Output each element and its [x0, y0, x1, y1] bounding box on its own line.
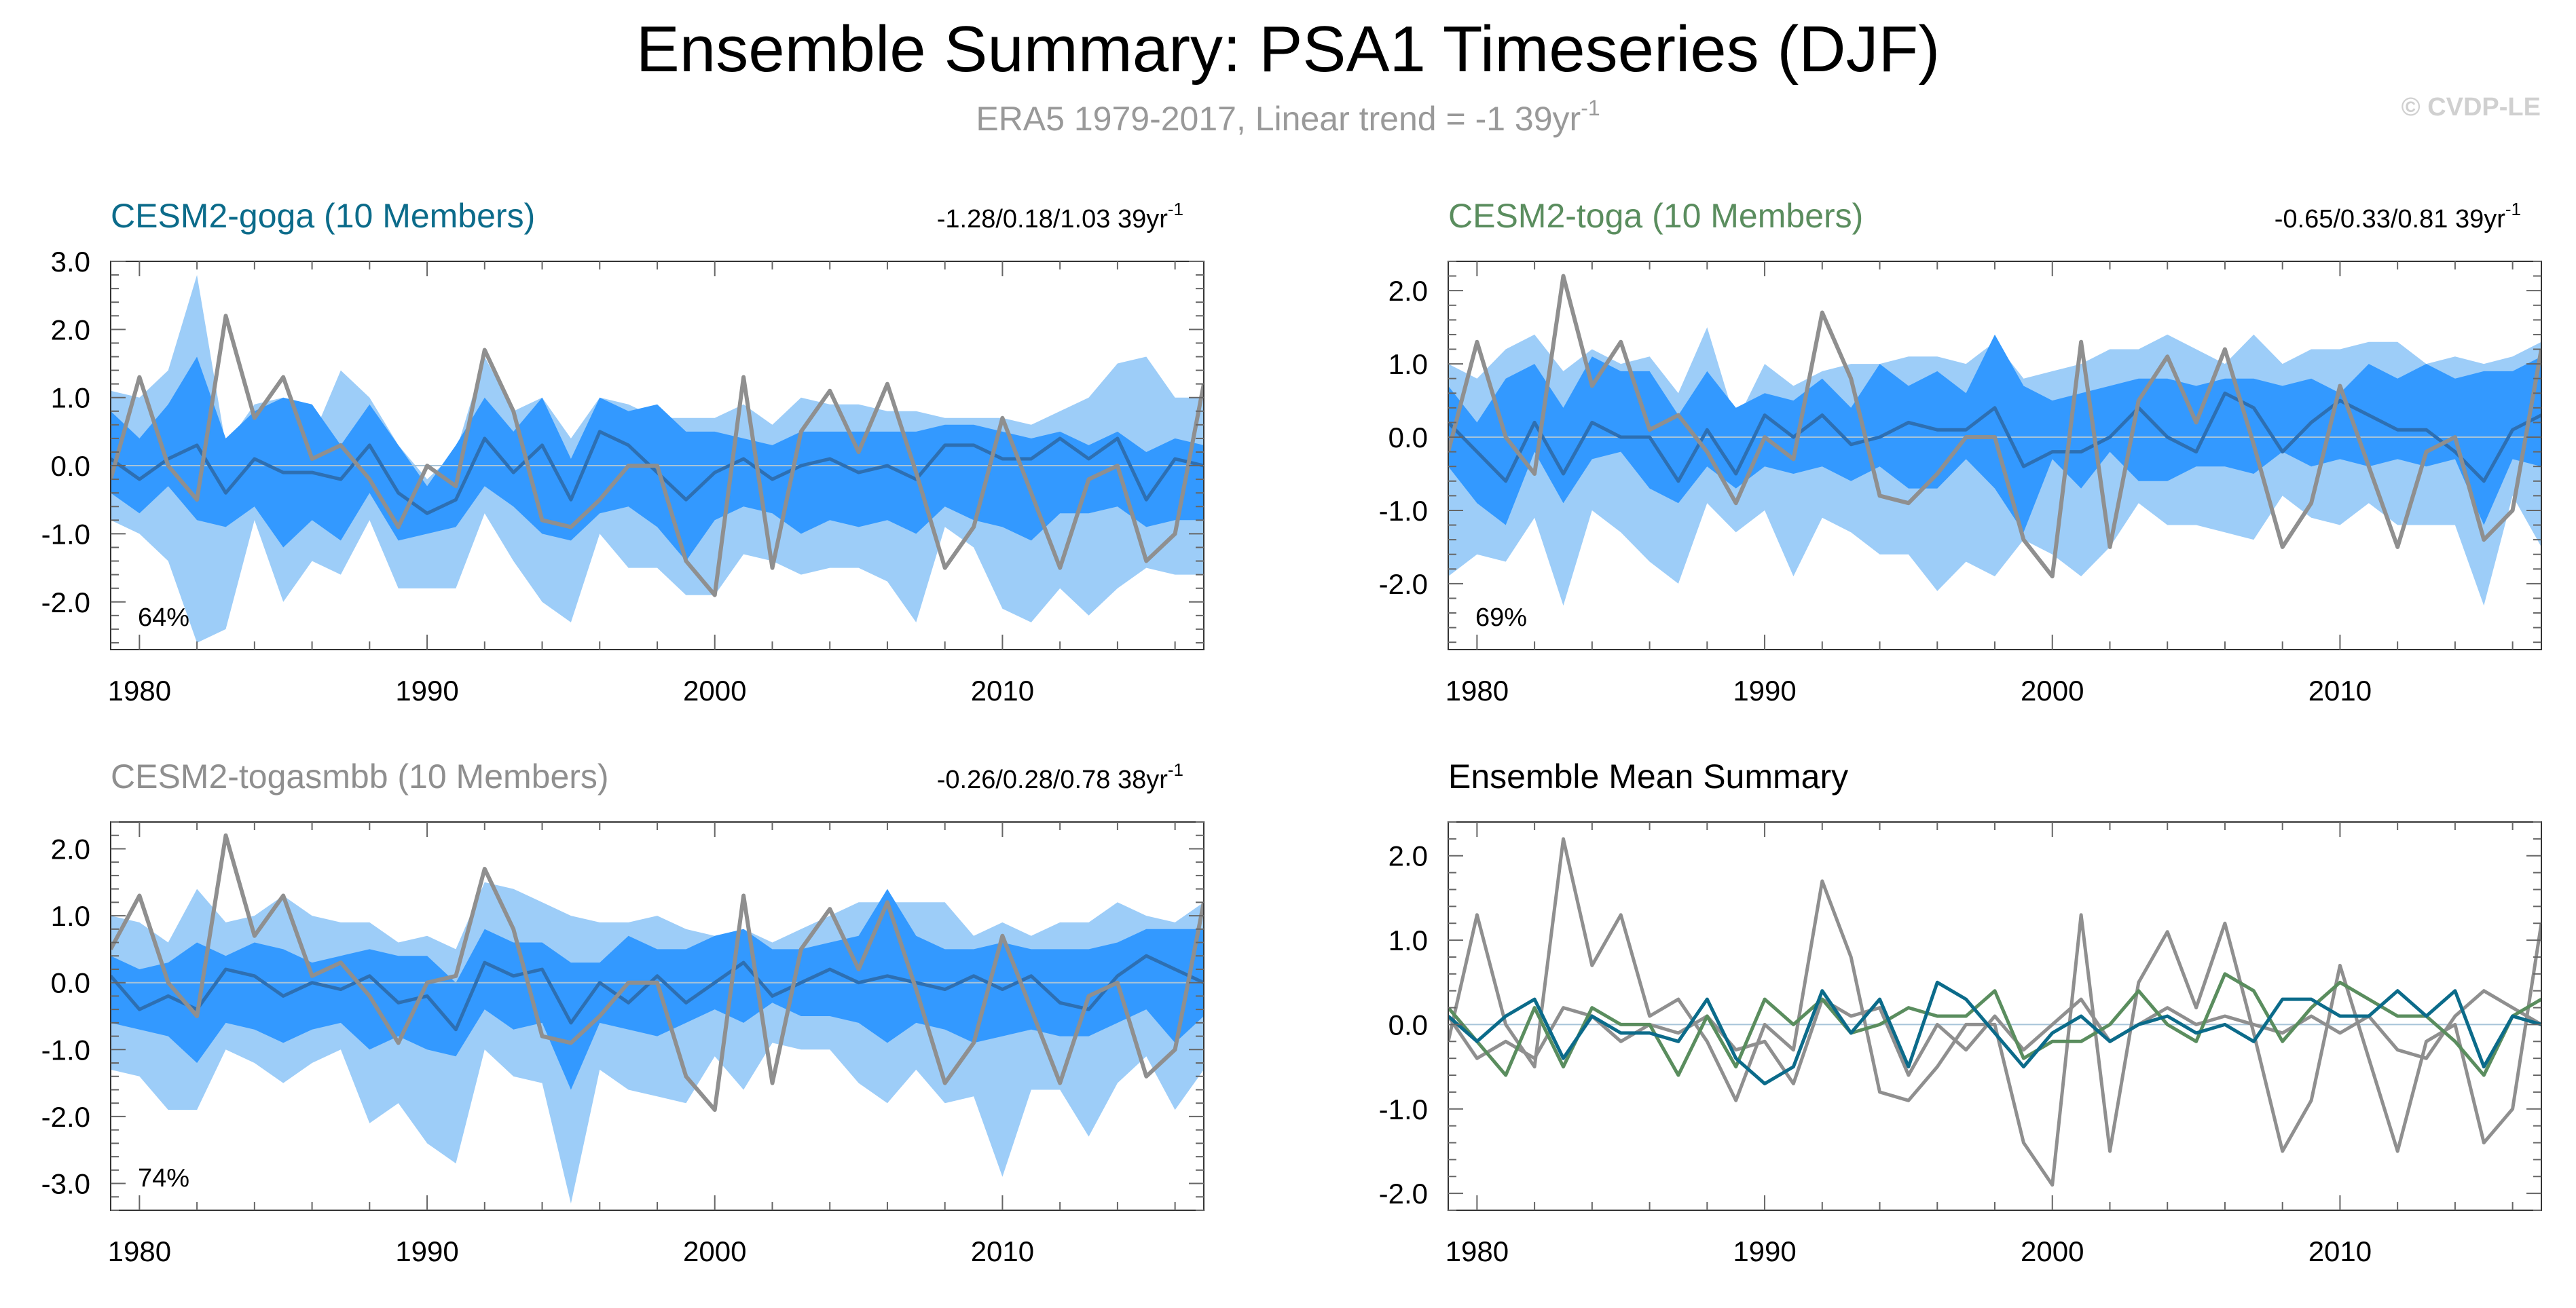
y-tick-label: 2.0 — [51, 833, 90, 865]
panel-3: -3.0 -2.0 -1.0 0.0 1.0 2.0 1980 1990 2000 2010 CES… — [41, 758, 1204, 1267]
trend-text: -0.65/0.33/0.81 39yr — [2275, 205, 2505, 233]
y-tick-label: 0.0 — [51, 967, 90, 999]
x-tick-label: 1980 — [1446, 1235, 1509, 1267]
y-tick-label: -1.0 — [41, 1034, 90, 1066]
y-tick-label: -2.0 — [1379, 568, 1428, 600]
trend-label: -0.65/0.33/0.81 39yr-1 — [2275, 199, 2521, 233]
panel-2: -2.0 -1.0 0.0 1.0 2.0 1980 1990 2000 2010 CESM2-t… — [1379, 197, 2542, 707]
x-tick-label: 2010 — [971, 1235, 1034, 1267]
y-tick-label: 0.0 — [1388, 422, 1428, 453]
figure-title: Ensemble Summary: PSA1 Timeseries (DJF) — [636, 13, 1940, 86]
x-tick-label: 2010 — [971, 675, 1034, 707]
panel-title: CESM2-goga (10 Members) — [111, 197, 535, 235]
observed-era5-line — [1448, 274, 2541, 579]
x-tick-label: 2000 — [683, 675, 746, 707]
trend-text: -1.28/0.18/1.03 39yr — [937, 205, 1168, 233]
trend-text: -0.26/0.28/0.78 38yr — [937, 766, 1168, 794]
y-tick-label: -1.0 — [1379, 1094, 1428, 1125]
panel-4: -2.0 -1.0 0.0 1.0 2.0 1980 1990 2000 2010 Ensembl… — [1379, 758, 2542, 1267]
panel-title: Ensemble Mean Summary — [1448, 758, 1848, 796]
plot-area — [1448, 837, 2541, 1187]
x-tick-label: 1990 — [395, 1235, 458, 1267]
observed-era5-line — [111, 314, 1204, 597]
x-tick-label: 1980 — [1446, 675, 1509, 707]
y-tick-label: -1.0 — [1379, 495, 1428, 527]
x-tick-label: 1990 — [1733, 675, 1796, 707]
panel-title: CESM2-toga (10 Members) — [1448, 197, 1863, 235]
y-tick-label: 1.0 — [51, 900, 90, 932]
trend-superscript: -1 — [1168, 199, 1183, 219]
y-tick-label: 1.0 — [1388, 924, 1428, 956]
trend-label: -0.26/0.28/0.78 38yr-1 — [937, 760, 1183, 794]
subtitle-text: ERA5 1979-2017, Linear trend = -1 39yr — [976, 100, 1581, 138]
x-tick-label: 2010 — [2308, 1235, 2372, 1267]
series-line-cesm2-togasmbb — [1448, 989, 2541, 1085]
percent-label: 74% — [138, 1164, 189, 1193]
trend-label: -1.28/0.18/1.03 39yr-1 — [937, 199, 1183, 233]
series-line-cesm2-goga — [1448, 980, 2541, 1085]
x-tick-label: 2000 — [2021, 1235, 2084, 1267]
panels: -2.0 -1.0 0.0 1.0 2.0 3.0 1980 1990 2000 2010 CESM… — [41, 197, 2542, 1267]
watermark: © CVDP-LE — [2402, 93, 2541, 122]
y-tick-label: 2.0 — [1388, 840, 1428, 872]
x-tick-label: 1990 — [1733, 1235, 1796, 1267]
outer-spread-band — [111, 882, 1204, 1204]
inner-spread-band — [1448, 334, 2541, 533]
percent-label: 69% — [1475, 603, 1527, 632]
y-tick-label: 0.0 — [1388, 1009, 1428, 1041]
plot-area — [111, 833, 1204, 1204]
y-tick-label: 2.0 — [1388, 275, 1428, 307]
observed-era5-line — [111, 833, 1204, 1113]
series-line-cesm2-toga — [1448, 972, 2541, 1077]
y-tick-label: 2.0 — [51, 314, 90, 345]
figure-subtitle: ERA5 1979-2017, Linear trend = -1 39yr-1 — [976, 96, 1600, 138]
y-tick-label: -3.0 — [41, 1168, 90, 1200]
y-tick-label: 1.0 — [1388, 348, 1428, 380]
y-tick-label: -2.0 — [41, 1101, 90, 1133]
percent-label: 64% — [138, 603, 189, 632]
panel-title: CESM2-togasmbb (10 Members) — [111, 758, 609, 796]
trend-superscript: -1 — [2505, 199, 2521, 219]
y-tick-label: 1.0 — [51, 382, 90, 414]
y-tick-label: -2.0 — [1379, 1178, 1428, 1210]
y-tick-label: -2.0 — [41, 586, 90, 618]
y-tick-label: 3.0 — [51, 246, 90, 278]
x-tick-label: 2000 — [2021, 675, 2084, 707]
plot-area — [111, 275, 1204, 643]
subtitle-superscript: -1 — [1581, 96, 1600, 120]
x-tick-label: 2010 — [2308, 675, 2372, 707]
x-tick-label: 1980 — [108, 675, 171, 707]
x-tick-label: 1990 — [395, 675, 458, 707]
ensemble-mean-line — [1448, 391, 2541, 483]
series-line-era5 — [1448, 837, 2541, 1187]
x-tick-label: 1980 — [108, 1235, 171, 1267]
inner-spread-band — [111, 356, 1204, 561]
y-tick-label: -1.0 — [41, 518, 90, 550]
y-tick-label: 0.0 — [51, 450, 90, 482]
plot-area — [1448, 274, 2541, 606]
panel-1: -2.0 -1.0 0.0 1.0 2.0 3.0 1980 1990 2000 2010 CESM… — [41, 197, 1204, 707]
trend-superscript: -1 — [1168, 760, 1183, 780]
x-tick-label: 2000 — [683, 1235, 746, 1267]
